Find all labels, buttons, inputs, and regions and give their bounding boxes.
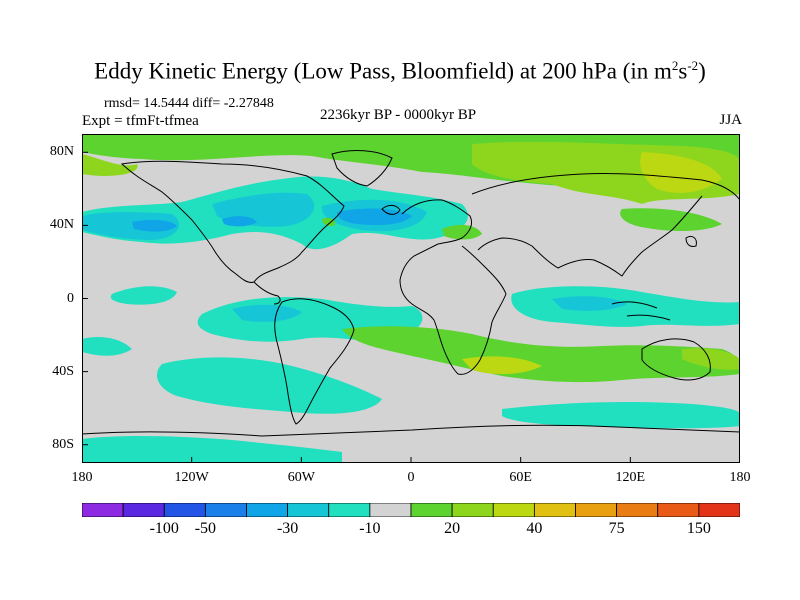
colorbar-swatch xyxy=(698,503,740,517)
lon-tick-label: 120E xyxy=(615,470,646,485)
colorbar-label: -50 xyxy=(194,520,217,537)
map-ticks xyxy=(82,151,740,463)
lon-tick-label: 60E xyxy=(509,470,532,485)
colorbar-swatch xyxy=(163,503,206,517)
colorbar-label: 40 xyxy=(526,520,543,537)
lat-tick-label: 40S xyxy=(52,363,74,379)
stats-text: rmsd= 14.5444 diff= -2.27848 xyxy=(104,96,274,111)
lat-tick-label: 80S xyxy=(52,436,74,452)
lon-tick-label: 180 xyxy=(71,470,93,485)
lon-tick-label: 60W xyxy=(287,470,315,485)
colorbar-label: 20 xyxy=(444,520,461,537)
colorbar-swatch xyxy=(657,503,700,517)
colorbar-swatch xyxy=(451,503,494,517)
colorbar-label: 150 xyxy=(686,520,711,537)
colorbar-swatch xyxy=(369,503,412,517)
colorbar-swatch xyxy=(410,503,453,517)
colorbar-swatch xyxy=(533,503,576,517)
map-panel xyxy=(82,134,740,463)
lat-tick-label: 0 xyxy=(67,290,74,306)
lon-tick-label: 120W xyxy=(174,470,209,485)
colorbar-label: -100 xyxy=(149,520,179,537)
period-label: 2236kyr BP - 0000kyr BP xyxy=(320,107,477,123)
colorbar-swatch xyxy=(122,503,165,517)
colorbar-swatch xyxy=(204,503,247,517)
coastlines xyxy=(82,150,740,437)
colorbar-label: 75 xyxy=(608,520,625,537)
colorbar-swatch xyxy=(492,503,535,517)
colorbar-label: -10 xyxy=(359,520,381,537)
lon-tick-label: 180 xyxy=(729,470,751,485)
map-title: Eddy Kinetic Energy (Low Pass, Bloomfiel… xyxy=(94,58,706,84)
colorbar-swatch xyxy=(287,503,330,517)
experiment-label: Expt = tfmFt-tfmea xyxy=(82,113,199,129)
colorbar-swatch xyxy=(575,503,618,517)
colorbar-label: -30 xyxy=(276,520,299,537)
contour-fills xyxy=(82,134,740,463)
colorbar-swatch xyxy=(82,503,124,517)
colorbar-swatch xyxy=(616,503,659,517)
colorbar xyxy=(82,503,740,517)
lat-tick-label: 40N xyxy=(49,217,74,233)
season-label: JJA xyxy=(719,112,742,128)
colorbar-swatch xyxy=(328,503,371,517)
lat-tick-label: 80N xyxy=(49,144,74,160)
colorbar-swatch xyxy=(246,503,289,517)
lon-tick-label: 0 xyxy=(407,470,415,485)
